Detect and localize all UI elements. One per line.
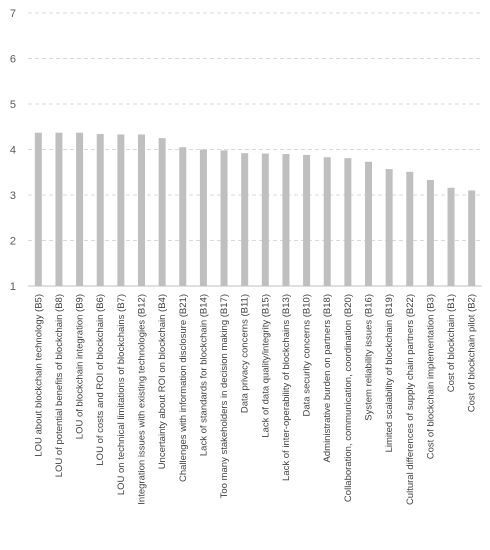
bar bbox=[303, 154, 311, 286]
bar bbox=[76, 132, 84, 286]
y-tick-label: 4 bbox=[10, 145, 16, 157]
y-tick-label: 3 bbox=[10, 190, 16, 202]
bar bbox=[447, 187, 455, 286]
x-category-label: Lack of inter-operability of blockchains… bbox=[281, 294, 292, 481]
y-tick-label: 1 bbox=[10, 281, 16, 293]
x-category-label: Collaboration, communication, coordinati… bbox=[343, 294, 354, 502]
bar bbox=[117, 134, 125, 286]
bar bbox=[385, 169, 393, 286]
y-tick-label: 5 bbox=[10, 99, 16, 111]
x-category-label: Too many stakeholders in decision making… bbox=[219, 294, 230, 498]
x-category-label: LOU of blockchain integration (B9) bbox=[75, 294, 86, 439]
x-category-label: Lack of data quality/integrity (B15) bbox=[260, 294, 271, 438]
x-category-label: LOU of potential benefits of blockchain … bbox=[54, 294, 65, 477]
x-category-label: Lack of standards for blockchain (B14) bbox=[198, 294, 209, 456]
bar bbox=[406, 171, 414, 286]
bar bbox=[468, 190, 476, 286]
x-category-label: Cost of blockchain (B1) bbox=[446, 294, 457, 392]
x-category-label: LOU of costs and ROI of blockchain (B6) bbox=[95, 294, 106, 466]
bar bbox=[365, 161, 372, 286]
x-category-label: Cultural differences of supply chain par… bbox=[405, 294, 416, 505]
bars bbox=[34, 132, 476, 286]
x-category-label: Cost of blockchain pilot (B2) bbox=[467, 294, 478, 412]
bar bbox=[96, 134, 104, 286]
y-tick-label: 2 bbox=[10, 236, 16, 248]
x-category-label: System reliability issues (B16) bbox=[364, 294, 375, 421]
y-tick-label: 7 bbox=[10, 8, 16, 20]
bar bbox=[282, 154, 290, 286]
x-category-label: Data privacy concerns (B11) bbox=[240, 294, 251, 413]
bar bbox=[138, 134, 145, 286]
x-category-label: Administrative burden on partners (B18) bbox=[322, 294, 333, 462]
x-category-label: Challenges with information disclosure (… bbox=[178, 294, 189, 482]
x-category-label: Limited scalability of blockchain (B19) bbox=[384, 294, 395, 452]
x-axis-labels: LOU about blockchain technology (B5) LOU … bbox=[33, 294, 477, 505]
bar bbox=[344, 158, 352, 286]
bar bbox=[199, 149, 207, 286]
x-category-label: Integration issues with existing technol… bbox=[137, 294, 148, 505]
x-category-label: LOU about blockchain technology (B5) bbox=[33, 294, 44, 457]
bar bbox=[34, 132, 42, 286]
bar bbox=[426, 179, 434, 286]
gridlines bbox=[28, 12, 482, 287]
x-category-label: Data security concerns (B10) bbox=[302, 294, 313, 417]
y-axis-ticks: 1 2 3 4 5 6 7 bbox=[10, 8, 16, 293]
bar bbox=[158, 138, 166, 286]
bar bbox=[220, 150, 228, 286]
bar bbox=[323, 157, 331, 286]
bar bbox=[261, 153, 269, 286]
bar bbox=[241, 153, 249, 286]
bar bbox=[55, 132, 63, 286]
x-category-label: LOU on technical limitations of blockcha… bbox=[116, 294, 127, 495]
y-tick-label: 6 bbox=[10, 54, 16, 66]
bar bbox=[179, 147, 187, 286]
x-category-label: Cost of blockchain implementation (B3) bbox=[425, 294, 436, 459]
x-category-label: Uncertainty about ROI on blockchain (B4) bbox=[157, 294, 168, 469]
